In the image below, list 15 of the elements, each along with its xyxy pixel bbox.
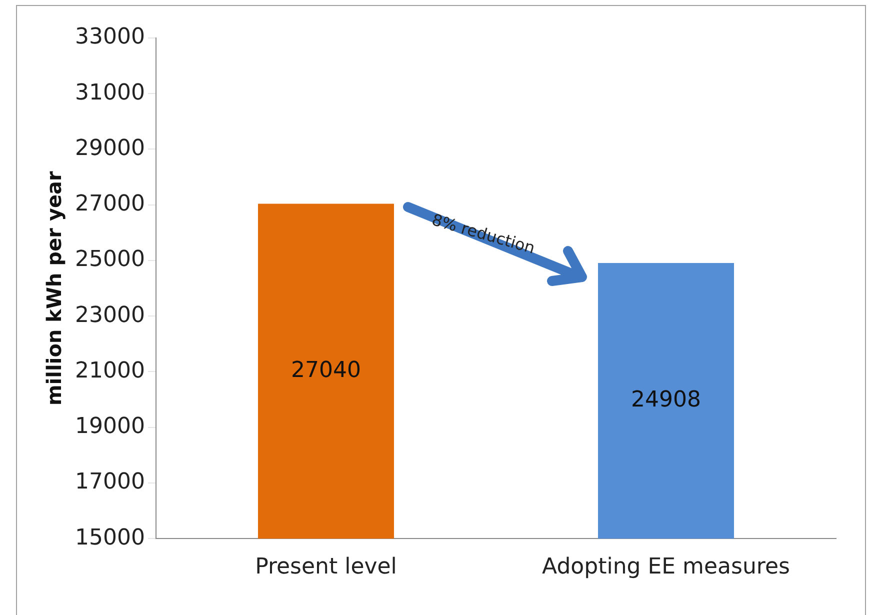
y-tick-label: 31000 xyxy=(74,80,145,106)
y-axis-title: million kWh per year xyxy=(42,170,66,406)
y-tick-label: 21000 xyxy=(74,358,145,384)
y-tick-label: 23000 xyxy=(74,302,145,328)
y-tick-label: 33000 xyxy=(74,24,145,50)
y-tick-label: 27000 xyxy=(74,192,145,217)
y-tick-label: 17000 xyxy=(74,470,145,495)
x-tick-label: Present level xyxy=(255,554,397,580)
y-tick-label: 25000 xyxy=(74,247,145,272)
x-tick-label: Adopting EE measures xyxy=(542,554,790,580)
data-label: 27040 xyxy=(290,358,361,383)
y-tick-label: 29000 xyxy=(74,136,145,161)
data-label: 24908 xyxy=(630,388,701,413)
y-tick-label: 15000 xyxy=(74,525,145,550)
y-tick-label: 19000 xyxy=(74,414,145,440)
